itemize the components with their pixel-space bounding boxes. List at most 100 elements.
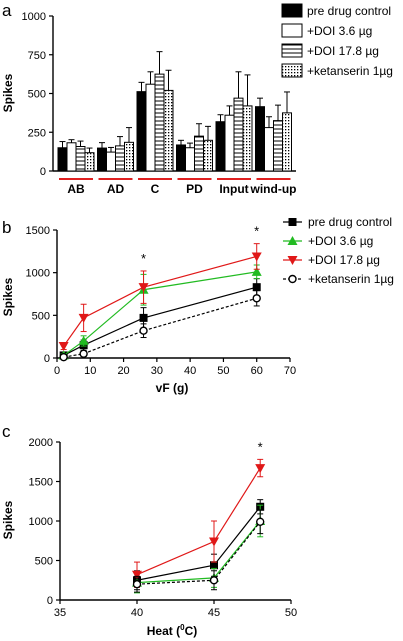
panel-a-category-label: PD <box>186 182 203 196</box>
panel-b-y-tick-label: 0 <box>44 353 50 365</box>
panel-b-series-line <box>63 286 257 356</box>
panel-b-data-point <box>78 335 89 345</box>
panel-a-bar <box>154 73 165 172</box>
panel-a-y-tick-label: 250 <box>28 127 46 139</box>
panel-a-bar <box>215 121 226 172</box>
panel-b-annotations: ** <box>141 224 259 266</box>
panel-a-bar <box>224 114 235 172</box>
panel-a-bar <box>203 139 213 172</box>
panel-a-legend-label: +DOI 17.8 µg <box>307 44 379 58</box>
panel-a-legend-label: +DOI 3.6 µg <box>307 24 372 38</box>
panel-a-bar <box>176 144 186 172</box>
panel-c-y-tick-label: 500 <box>35 556 53 568</box>
panel-b-data-point <box>58 342 69 352</box>
panel-c-x-axis-title-sup: 0 <box>180 623 185 632</box>
panel-c-ticks: 0 500 1000 1500 2000 35 40 45 50 <box>29 437 298 619</box>
panel-a-category-label: Input <box>219 182 248 196</box>
panel-a-y-tick-label: 1000 <box>22 11 46 23</box>
panel-b-x-tick-label: 50 <box>217 365 229 377</box>
panel-a-categories: AB AD C PD Input wind-up <box>59 178 297 196</box>
panel-label-a: a <box>2 1 12 20</box>
panel-b-series <box>58 243 262 362</box>
panel-b-ticks: 0 500 1000 1500 0 10 20 30 40 50 60 70 <box>26 225 297 377</box>
panel-c-data-point <box>256 517 265 526</box>
panel-c-series-line <box>136 521 261 585</box>
panel-b-legend-label: +DOI 17.8 µg <box>308 253 380 267</box>
panel-c-data-point <box>255 464 266 474</box>
panel-b-data-point <box>139 313 148 322</box>
panel-a-bar <box>194 135 204 172</box>
panel-c-data-point <box>209 537 219 547</box>
panel-c-series <box>132 458 266 594</box>
panel-c-x-tick-label: 40 <box>131 607 143 619</box>
panel-b-legend: pre drug control +DOI 3.6 µg +DOI 17.8 µg +… <box>283 215 394 286</box>
panel-b-series-line <box>63 271 257 356</box>
panel-b-significance-star: * <box>254 224 259 239</box>
panel-c-annotations: * <box>258 439 263 454</box>
panel-b-x-tick-label: 20 <box>117 365 129 377</box>
panel-c-x-axis-title-start: Heat ( <box>147 624 180 638</box>
panel-c-y-tick-label: 2000 <box>29 437 53 449</box>
panel-b-x-tick-label: 10 <box>84 365 96 377</box>
panel-c-y-tick-label: 1000 <box>29 516 53 528</box>
panel-a-y-ticks: 0 250 500 750 1000 <box>22 11 53 178</box>
panel-b-x-tick-label: 60 <box>251 365 263 377</box>
panel-b-legend-label: +DOI 3.6 µg <box>308 234 373 248</box>
panel-a-y-tick-label: 0 <box>40 166 46 178</box>
panel-c-x-axis-title: Heat (0C) <box>147 623 197 638</box>
panel-b-x-axis-title: vF (g) <box>156 381 189 395</box>
panel-b-legend-label: +ketanserin 1µg <box>308 272 394 286</box>
panel-b-x-tick-label: 30 <box>151 365 163 377</box>
panel-label-c: c <box>2 422 11 441</box>
panel-b-y-tick-label: 1000 <box>26 268 50 280</box>
panel-b-y-tick-label: 1500 <box>26 225 50 237</box>
panel-a-bar <box>185 147 195 172</box>
panel-c-x-tick-label: 50 <box>285 607 297 619</box>
panel-a-bar <box>233 97 244 172</box>
panel-b-x-tick-label: 40 <box>184 365 196 377</box>
panel-c-significance-star: * <box>258 439 263 454</box>
panel-a-legend-swatch <box>281 43 303 58</box>
panel-a-bars <box>57 51 292 172</box>
panel-a-bar <box>84 152 95 172</box>
panel-b-data-point <box>251 252 262 262</box>
panel-c-y-axis-title: Spikes <box>1 500 15 539</box>
panel-b-y-tick-label: 500 <box>32 310 50 322</box>
panel-c-y-tick-label: 1500 <box>29 477 53 489</box>
panel-b-series-line <box>63 297 257 358</box>
panel-a-bar <box>75 146 86 172</box>
panel-c-x-tick-label: 45 <box>208 607 220 619</box>
panel-b-significance-star: * <box>141 251 146 266</box>
panel-a-bar <box>163 89 174 172</box>
panel-a-category-label: C <box>151 182 160 196</box>
panel-a-legend: pre drug control +DOI 3.6 µg +DOI 17.8 µg +… <box>281 3 393 78</box>
panel-a-y-tick-label: 500 <box>28 89 46 101</box>
panel-b-data-point <box>252 283 261 292</box>
panel-a-legend-swatch <box>281 63 303 78</box>
panel-a-bar <box>57 147 68 172</box>
panel-a-legend-swatch <box>281 3 303 18</box>
panel-a-category-label: AB <box>67 182 85 196</box>
panel-a-bar <box>66 142 77 172</box>
panel-b-legend-marker <box>288 218 297 226</box>
panel-a-bar <box>136 91 147 172</box>
panel-c-data-point <box>209 576 219 585</box>
panel-a-bar <box>97 147 107 172</box>
panel-b-legend-marker <box>287 236 298 245</box>
panel-c-data-point <box>132 570 142 580</box>
panel-a-category-label: AD <box>107 182 125 196</box>
panel-b-data-point <box>139 326 148 335</box>
panel-a-legend-label: pre drug control <box>307 4 391 18</box>
panel-c-data-point <box>210 561 218 570</box>
panel-a-bar <box>255 106 265 172</box>
panel-b-data-point <box>252 294 261 303</box>
panel-a-y-tick-label: 750 <box>28 50 46 62</box>
panel-b-data-point <box>78 313 89 323</box>
panel-c-x-axis-title-end: C) <box>185 624 198 638</box>
panel-b-x-tick-label: 0 <box>54 365 60 377</box>
panel-b: b Spikes vF (g) 0 500 1000 1500 0 10 20 30 40 50 6… <box>1 215 394 395</box>
panel-a-category-label: wind-up <box>250 182 297 196</box>
panel-b-series-line <box>63 255 257 347</box>
panel-a-bar <box>242 105 253 172</box>
